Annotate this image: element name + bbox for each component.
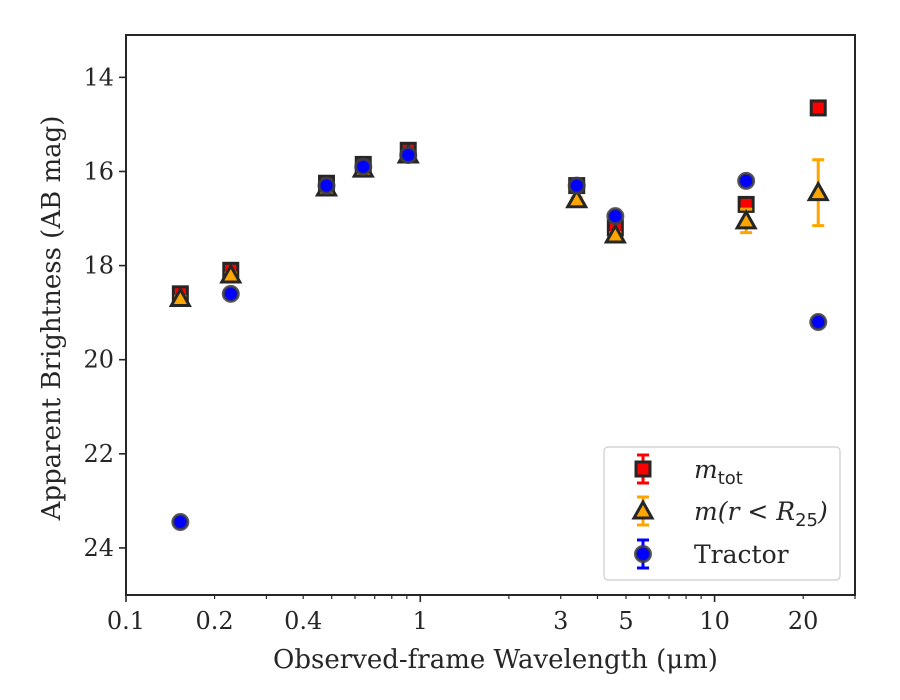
x-tick-label: 10 (699, 607, 730, 635)
mr25-point (806, 158, 830, 228)
legend-marker (631, 498, 655, 520)
mtot-point (809, 99, 827, 117)
tractor-marker (171, 513, 190, 532)
tractor-point (399, 146, 418, 164)
mr25-marker (168, 286, 192, 308)
mr25-marker (219, 262, 243, 284)
y-tick-label: 14 (83, 63, 114, 91)
mtot-marker (809, 99, 827, 117)
tractor-marker (567, 176, 586, 195)
tractor-point (171, 513, 190, 532)
plot-frame (125, 34, 856, 596)
legend-entry-tractor: Tractor (634, 538, 789, 570)
tractor-marker (399, 146, 418, 164)
legend-marker (634, 460, 652, 478)
tractor-point (809, 313, 828, 332)
legend-entry-mr25: m(r < R25) (631, 495, 828, 531)
mr25-point (219, 262, 243, 284)
x-tick-label: 5 (618, 607, 633, 635)
mr25-marker (734, 208, 758, 230)
tractor-marker (737, 171, 756, 190)
tractor-marker (606, 207, 625, 226)
legend-label: Tractor (694, 540, 789, 569)
y-tick-label: 22 (83, 440, 114, 468)
legend-label: m(r < R25) (694, 497, 828, 531)
tractor-point (317, 176, 336, 195)
tractor-point (567, 176, 586, 195)
legend-marker (634, 545, 652, 563)
x-tick-label: 3 (553, 607, 568, 635)
tractor-marker (317, 176, 336, 195)
tractor-point (221, 284, 240, 303)
x-tick-label: 0.2 (196, 607, 234, 635)
series-tractor (171, 146, 828, 532)
tractor-marker (221, 284, 240, 303)
y-tick-label: 24 (83, 534, 114, 562)
tractor-marker (809, 313, 828, 332)
mr25-point (734, 207, 758, 235)
legend: mtot m(r < R25) Tractor (603, 446, 841, 581)
y-axis-label: Apparent Brightness (AB mag) (37, 116, 67, 522)
mr25-marker (603, 222, 627, 244)
legend-label: mtot (694, 455, 743, 489)
x-tick-label: 0.1 (107, 607, 145, 635)
mr25-point (168, 286, 192, 308)
y-tick-label: 18 (83, 252, 114, 280)
y-axis-ticks: 14 16 18 20 22 24 (83, 63, 126, 562)
mr25-marker (806, 180, 830, 202)
y-tick-label: 16 (83, 157, 114, 185)
tractor-point (354, 157, 373, 176)
legend-entry-mtot: mtot (634, 453, 743, 489)
tractor-point (606, 207, 625, 226)
y-tick-label: 20 (83, 346, 114, 374)
x-axis-label: Observed-frame Wavelength (μm) (273, 645, 718, 675)
x-tick-label: 20 (788, 607, 819, 635)
tractor-point (737, 171, 756, 190)
x-tick-label: 1 (413, 607, 428, 635)
mr25-point (603, 222, 627, 244)
x-tick-label: 0.4 (284, 607, 322, 635)
data-marks (168, 99, 830, 532)
mr25-point (565, 187, 589, 209)
legend-box (603, 446, 841, 581)
x-axis-ticks: 0.1 0.2 0.4 1 3 5 10 20 (107, 595, 856, 635)
tractor-marker (354, 157, 373, 176)
mr25-marker (565, 187, 589, 209)
